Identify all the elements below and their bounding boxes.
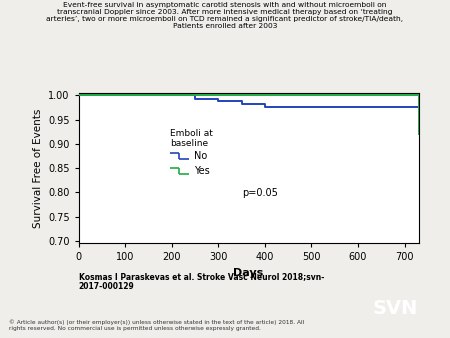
Text: Kosmas I Paraskevas et al. Stroke Vasc Neurol 2018;svn-
2017-000129: Kosmas I Paraskevas et al. Stroke Vasc N… bbox=[79, 272, 324, 291]
Text: p=0.05: p=0.05 bbox=[242, 188, 278, 198]
Text: © Article author(s) (or their employer(s)) unless otherwise stated in the text o: © Article author(s) (or their employer(s… bbox=[9, 319, 304, 331]
Text: Yes: Yes bbox=[194, 166, 210, 176]
Text: No: No bbox=[194, 151, 207, 161]
X-axis label: Days: Days bbox=[234, 268, 264, 278]
Text: Event-free survival in asymptomatic carotid stenosis with and without microembol: Event-free survival in asymptomatic caro… bbox=[46, 2, 404, 29]
Y-axis label: Survival Free of Events: Survival Free of Events bbox=[32, 108, 43, 228]
Text: SVN: SVN bbox=[372, 299, 418, 318]
Text: Emboli at
baseline: Emboli at baseline bbox=[171, 129, 213, 148]
